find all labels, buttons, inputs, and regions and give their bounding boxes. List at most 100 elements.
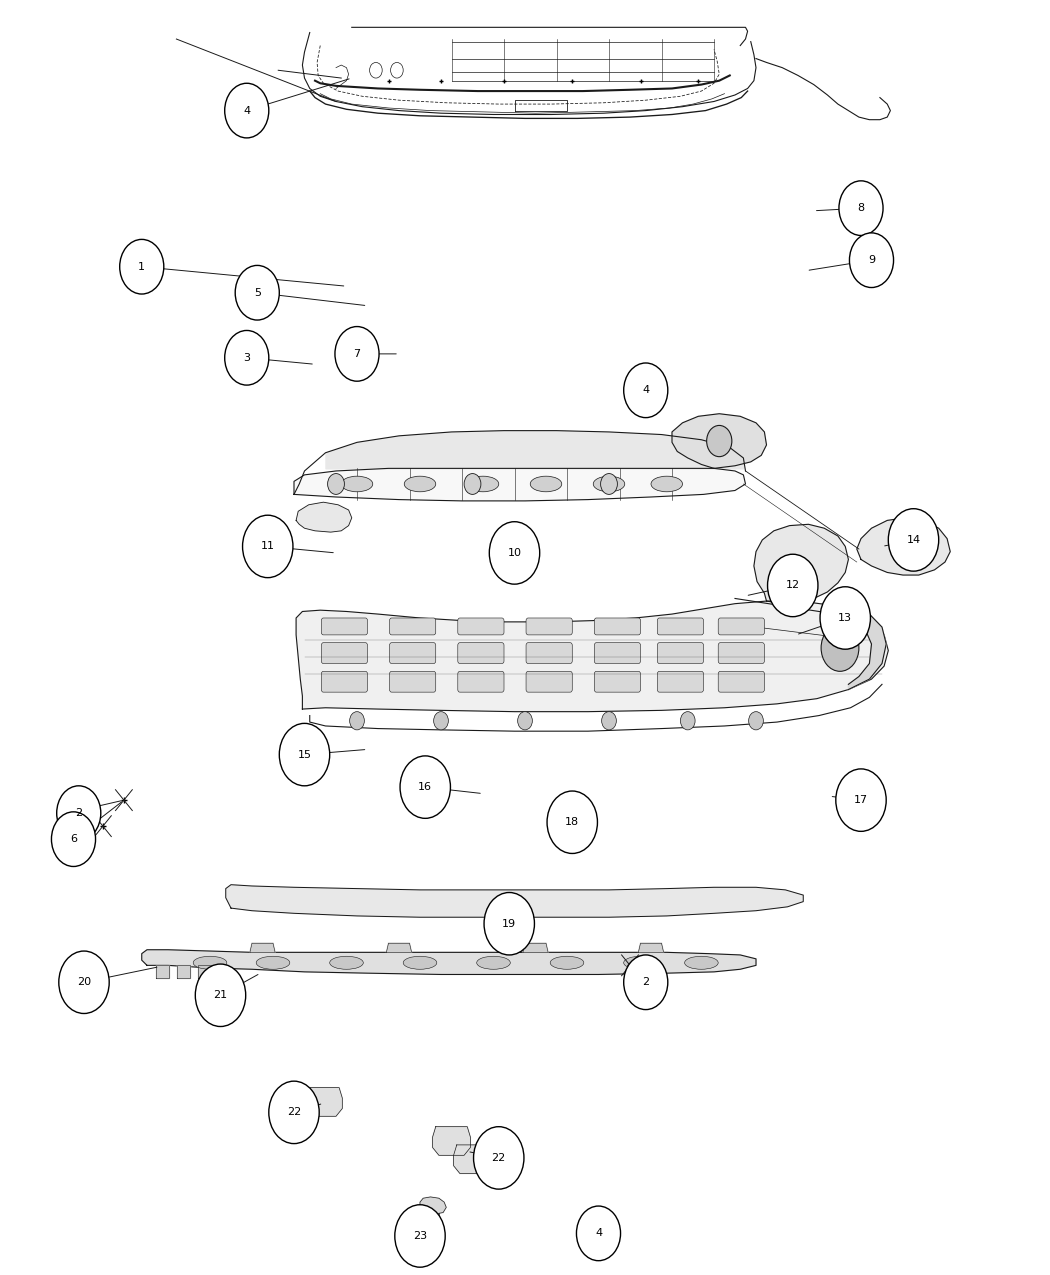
Circle shape (225, 330, 269, 385)
Circle shape (547, 790, 597, 853)
FancyBboxPatch shape (657, 643, 704, 663)
Circle shape (836, 769, 886, 831)
Polygon shape (523, 944, 548, 952)
Circle shape (576, 1206, 621, 1261)
Circle shape (707, 426, 732, 456)
FancyBboxPatch shape (458, 672, 504, 692)
Circle shape (888, 509, 939, 571)
Circle shape (624, 955, 668, 1010)
FancyBboxPatch shape (594, 618, 640, 635)
Circle shape (235, 265, 279, 320)
Text: 19: 19 (502, 919, 517, 928)
Polygon shape (296, 601, 888, 711)
FancyBboxPatch shape (657, 672, 704, 692)
Text: 22: 22 (491, 1153, 506, 1163)
Polygon shape (386, 944, 412, 952)
Circle shape (820, 586, 870, 649)
Polygon shape (454, 1145, 491, 1173)
FancyBboxPatch shape (321, 672, 368, 692)
Circle shape (484, 892, 534, 955)
Text: 21: 21 (213, 991, 228, 1001)
Text: 22: 22 (287, 1108, 301, 1117)
Circle shape (821, 625, 859, 672)
FancyBboxPatch shape (594, 643, 640, 663)
Ellipse shape (477, 956, 510, 969)
Polygon shape (226, 885, 803, 917)
Text: 20: 20 (77, 977, 91, 987)
Text: 3: 3 (244, 353, 250, 363)
Circle shape (59, 951, 109, 1014)
Circle shape (601, 473, 617, 495)
Circle shape (269, 1081, 319, 1144)
Text: 15: 15 (297, 750, 312, 760)
FancyBboxPatch shape (594, 672, 640, 692)
FancyBboxPatch shape (390, 618, 436, 635)
Polygon shape (420, 1197, 446, 1214)
Text: 9: 9 (868, 255, 875, 265)
Ellipse shape (624, 956, 657, 969)
Text: 5: 5 (254, 288, 260, 298)
Ellipse shape (403, 956, 437, 969)
Circle shape (51, 812, 96, 867)
Circle shape (680, 711, 695, 729)
FancyBboxPatch shape (718, 643, 764, 663)
Polygon shape (638, 944, 664, 952)
Polygon shape (250, 944, 275, 952)
Polygon shape (142, 950, 756, 974)
Ellipse shape (651, 476, 682, 492)
FancyBboxPatch shape (526, 618, 572, 635)
Circle shape (400, 756, 450, 819)
Polygon shape (294, 468, 746, 501)
Circle shape (279, 723, 330, 785)
Ellipse shape (330, 956, 363, 969)
Polygon shape (296, 502, 352, 532)
Text: 17: 17 (854, 796, 868, 805)
Circle shape (768, 555, 818, 617)
FancyBboxPatch shape (390, 672, 436, 692)
FancyBboxPatch shape (390, 643, 436, 663)
Circle shape (624, 363, 668, 418)
Circle shape (328, 473, 344, 495)
Text: 13: 13 (838, 613, 853, 623)
Circle shape (350, 711, 364, 729)
Circle shape (839, 181, 883, 236)
Polygon shape (304, 1088, 342, 1117)
Text: 16: 16 (418, 782, 433, 792)
Circle shape (225, 83, 269, 138)
Ellipse shape (685, 956, 718, 969)
Text: 4: 4 (244, 106, 250, 116)
Ellipse shape (593, 476, 625, 492)
Circle shape (464, 473, 481, 495)
Text: 18: 18 (565, 817, 580, 827)
Circle shape (474, 1127, 524, 1190)
Text: 23: 23 (413, 1230, 427, 1241)
Text: 7: 7 (354, 349, 360, 358)
Circle shape (518, 711, 532, 729)
Text: 4: 4 (595, 1228, 602, 1238)
Ellipse shape (530, 476, 562, 492)
Circle shape (749, 711, 763, 729)
Circle shape (335, 326, 379, 381)
FancyBboxPatch shape (458, 618, 504, 635)
Circle shape (849, 233, 894, 288)
Text: 11: 11 (260, 542, 275, 551)
Ellipse shape (341, 476, 373, 492)
Text: 6: 6 (70, 834, 77, 844)
Polygon shape (754, 524, 848, 603)
Text: 14: 14 (906, 536, 921, 544)
Ellipse shape (193, 956, 227, 969)
Circle shape (120, 240, 164, 295)
Text: 4: 4 (643, 385, 649, 395)
Polygon shape (198, 965, 211, 978)
Polygon shape (672, 413, 766, 468)
FancyBboxPatch shape (321, 643, 368, 663)
FancyBboxPatch shape (657, 618, 704, 635)
Text: 8: 8 (858, 203, 864, 213)
Circle shape (395, 1205, 445, 1267)
FancyBboxPatch shape (321, 618, 368, 635)
Text: 10: 10 (507, 548, 522, 558)
Text: 1: 1 (139, 261, 145, 272)
Circle shape (57, 785, 101, 840)
Text: 2: 2 (643, 977, 649, 987)
Ellipse shape (404, 476, 436, 492)
